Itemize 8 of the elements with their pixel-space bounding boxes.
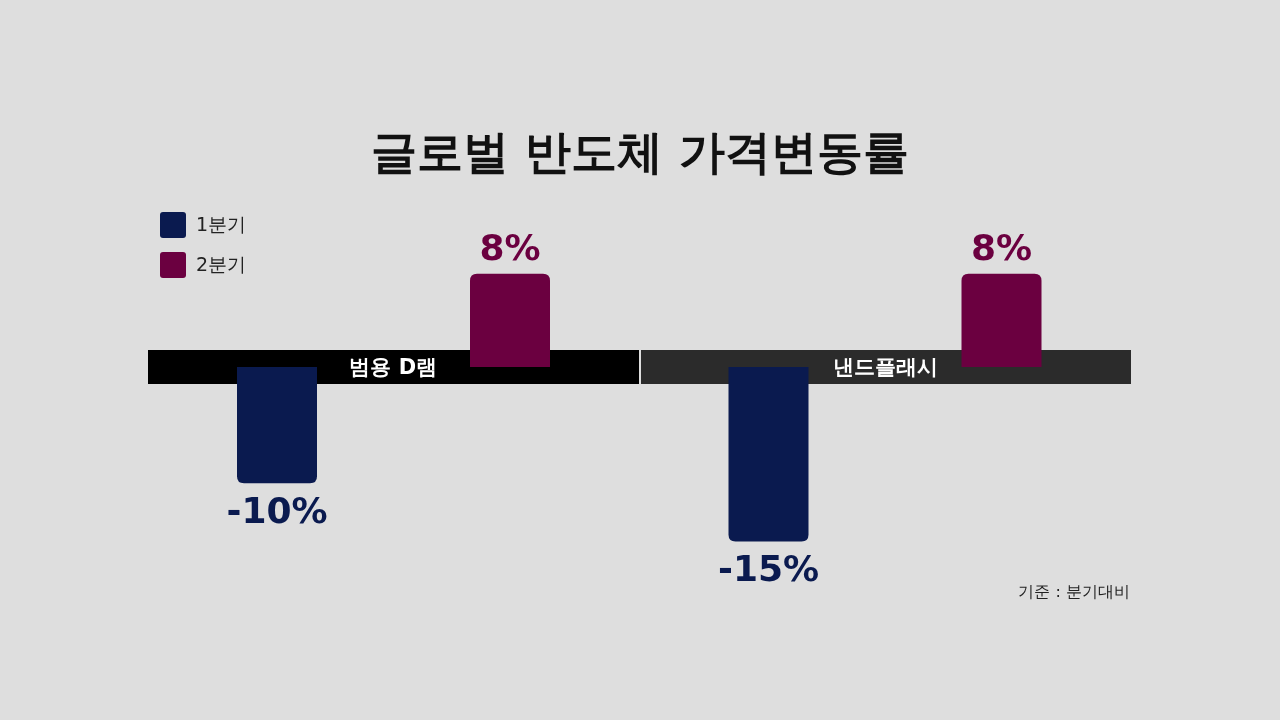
data-label: -15% xyxy=(717,548,820,590)
data-label: 8% xyxy=(970,226,1033,268)
chart-title: 글로벌 반도체 가격변동률 xyxy=(370,124,910,181)
legend-label: 1분기 xyxy=(196,212,247,237)
data-label: 8% xyxy=(479,226,541,268)
data-label: -10% xyxy=(226,490,328,532)
legend-label: 2분기 xyxy=(196,252,247,277)
text: 기준 : 분기대비 xyxy=(1018,582,1130,603)
